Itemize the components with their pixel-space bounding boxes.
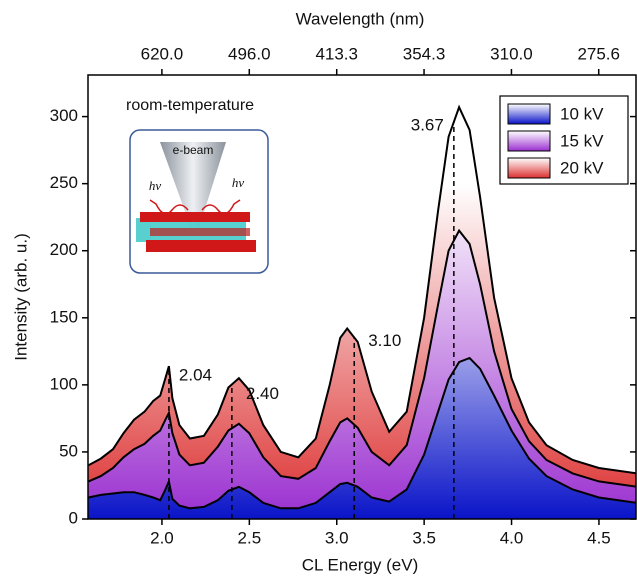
legend-label: 20 kV xyxy=(560,158,604,177)
y-axis-title: Intensity (arb. u.) xyxy=(11,233,30,361)
x-tick-label: 3.0 xyxy=(325,528,349,547)
y-tick-label: 0 xyxy=(69,508,78,527)
legend: 10 kV 15 kV 20 kV xyxy=(499,95,629,185)
x2-tick-label: 413.3 xyxy=(315,44,358,63)
x2-tick-label: 354.3 xyxy=(403,44,446,63)
series-line xyxy=(88,356,636,510)
photon-label: hν xyxy=(232,175,245,190)
photon-label: hν xyxy=(149,178,162,193)
plot-frame xyxy=(87,74,637,520)
x-tick-label: 2.0 xyxy=(150,528,174,547)
area xyxy=(88,358,636,519)
photon-arrow xyxy=(201,199,241,215)
x-tick-label: 3.5 xyxy=(412,528,436,547)
y-tick-label: 200 xyxy=(50,240,78,259)
x-tick-label: 4.5 xyxy=(587,528,611,547)
plot-area xyxy=(88,104,636,519)
inset-title: room-temperature xyxy=(126,97,254,114)
peak-label: 2.40 xyxy=(246,384,279,403)
peak-label: 3.10 xyxy=(368,331,401,350)
x2-tick-label: 275.6 xyxy=(577,44,620,63)
peak-label: 2.04 xyxy=(179,366,212,385)
x-tick-label: 2.5 xyxy=(238,528,262,547)
x2-tick-label: 310.0 xyxy=(490,44,533,63)
beam-label: e-beam xyxy=(173,143,214,157)
legend-swatch xyxy=(507,103,551,125)
x-tick-label: 4.0 xyxy=(500,528,524,547)
peak-label: 3.67 xyxy=(411,115,444,134)
series-line xyxy=(88,228,636,488)
crystal xyxy=(136,212,256,252)
legend-swatch xyxy=(507,130,551,152)
x2-axis-title: Wavelength (nm) xyxy=(296,9,425,28)
x2-tick-label: 620.0 xyxy=(141,44,184,63)
y-tick-label: 150 xyxy=(50,307,78,326)
e-beam-cone xyxy=(160,142,226,228)
y-tick-label: 250 xyxy=(50,173,78,192)
photon-arrow xyxy=(149,199,189,215)
x2-tick-label: 496.0 xyxy=(228,44,271,63)
y-tick-label: 100 xyxy=(50,374,78,393)
y-tick-label: 50 xyxy=(59,441,78,460)
legend-label: 15 kV xyxy=(560,131,604,150)
x-axis-title: CL Energy (eV) xyxy=(302,555,419,574)
legend-swatch xyxy=(507,157,551,179)
y-tick-label: 300 xyxy=(50,106,78,125)
legend-label: 10 kV xyxy=(560,104,604,123)
inset: room-temperature e-beam hν hν xyxy=(126,97,269,274)
series-line xyxy=(88,104,636,475)
